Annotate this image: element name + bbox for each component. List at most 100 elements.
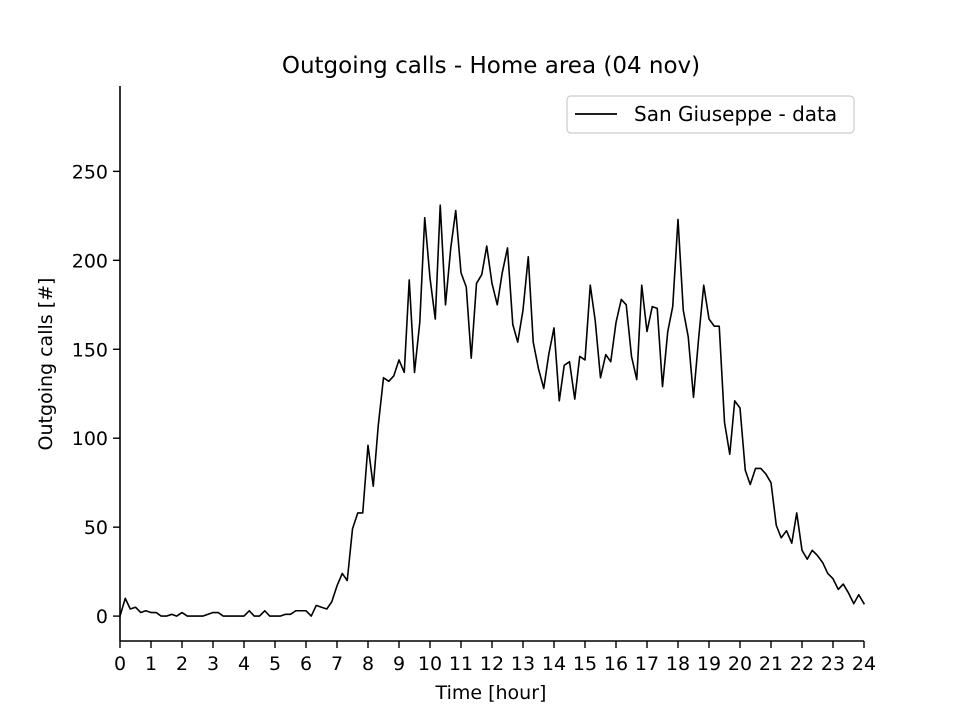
data-point	[491, 283, 492, 284]
data-point	[181, 612, 182, 613]
data-point	[243, 615, 244, 616]
data-point	[739, 407, 740, 408]
data-point	[703, 285, 704, 286]
legend: San Giuseppe - data	[566, 95, 855, 134]
data-point	[755, 468, 756, 469]
data-point	[858, 594, 859, 595]
data-point	[760, 468, 761, 469]
data-point	[249, 610, 250, 611]
data-point	[796, 512, 797, 513]
data-point	[807, 559, 808, 560]
data-point	[688, 336, 689, 337]
data-point	[533, 342, 534, 343]
data-point	[383, 377, 384, 378]
x-tick-label: 23	[821, 653, 845, 675]
data-point	[853, 603, 854, 604]
data-point	[832, 578, 833, 579]
data-point	[559, 400, 560, 401]
data-point	[683, 310, 684, 311]
data-point	[409, 279, 410, 280]
x-tick-label: 17	[635, 653, 659, 675]
data-point	[543, 388, 544, 389]
data-point	[734, 400, 735, 401]
x-tick-label: 19	[697, 653, 721, 675]
data-point	[615, 322, 616, 323]
data-point	[192, 615, 193, 616]
x-tick-label: 22	[790, 653, 814, 675]
y-tick-label: 250	[72, 161, 108, 183]
data-point	[481, 274, 482, 275]
data-point	[729, 454, 730, 455]
data-point	[476, 283, 477, 284]
data-point	[745, 470, 746, 471]
data-point	[621, 299, 622, 300]
x-tick-label: 13	[511, 653, 535, 675]
data-point	[579, 356, 580, 357]
data-point	[202, 615, 203, 616]
data-point	[610, 361, 611, 362]
data-point	[657, 308, 658, 309]
data-point	[218, 612, 219, 613]
data-point	[677, 219, 678, 220]
x-tick-label: 21	[759, 653, 783, 675]
data-point	[156, 612, 157, 613]
x-tick-label: 24	[852, 653, 876, 675]
data-point	[646, 331, 647, 332]
data-point	[590, 285, 591, 286]
y-tick-label: 150	[72, 339, 108, 361]
data-point	[714, 326, 715, 327]
data-point	[719, 326, 720, 327]
x-tick-label: 20	[728, 653, 752, 675]
data-point	[166, 615, 167, 616]
data-point	[486, 245, 487, 246]
data-point	[538, 368, 539, 369]
data-point	[502, 272, 503, 273]
data-point	[342, 573, 343, 574]
data-point	[708, 318, 709, 319]
data-point	[574, 398, 575, 399]
data-point	[450, 247, 451, 248]
x-tick-label: 18	[666, 653, 690, 675]
data-point	[280, 615, 281, 616]
x-tick-label: 11	[449, 653, 473, 675]
y-tick-label: 100	[72, 428, 108, 450]
data-point	[848, 592, 849, 593]
data-point	[497, 304, 498, 305]
data-point	[569, 361, 570, 362]
data-point	[290, 614, 291, 615]
x-axis-label: Time [hour]	[435, 682, 547, 704]
data-point	[419, 322, 420, 323]
data-point	[600, 377, 601, 378]
data-point	[150, 612, 151, 613]
y-tick-label: 0	[96, 606, 108, 628]
data-point	[445, 304, 446, 305]
x-tick-label: 8	[362, 653, 374, 675]
data-point	[424, 217, 425, 218]
data-point	[295, 610, 296, 611]
data-point	[228, 615, 229, 616]
x-tick-label: 7	[331, 653, 343, 675]
data-point	[119, 615, 120, 616]
data-point	[187, 615, 188, 616]
data-point	[414, 372, 415, 373]
data-point	[698, 336, 699, 337]
data-point	[584, 359, 585, 360]
data-point	[750, 484, 751, 485]
data-point	[765, 473, 766, 474]
data-point	[667, 331, 668, 332]
y-tick-label: 50	[84, 517, 108, 539]
data-point	[564, 365, 565, 366]
data-point	[331, 601, 332, 602]
x-tick-label: 16	[604, 653, 628, 675]
x-tick-label: 0	[114, 653, 126, 675]
data-point	[130, 608, 131, 609]
data-point	[373, 486, 374, 487]
data-point	[440, 205, 441, 206]
x-tick-label: 4	[238, 653, 250, 675]
data-point	[135, 607, 136, 608]
data-point	[822, 562, 823, 563]
data-point	[316, 605, 317, 606]
data-point	[662, 386, 663, 387]
data-point	[605, 354, 606, 355]
data-point	[781, 537, 782, 538]
